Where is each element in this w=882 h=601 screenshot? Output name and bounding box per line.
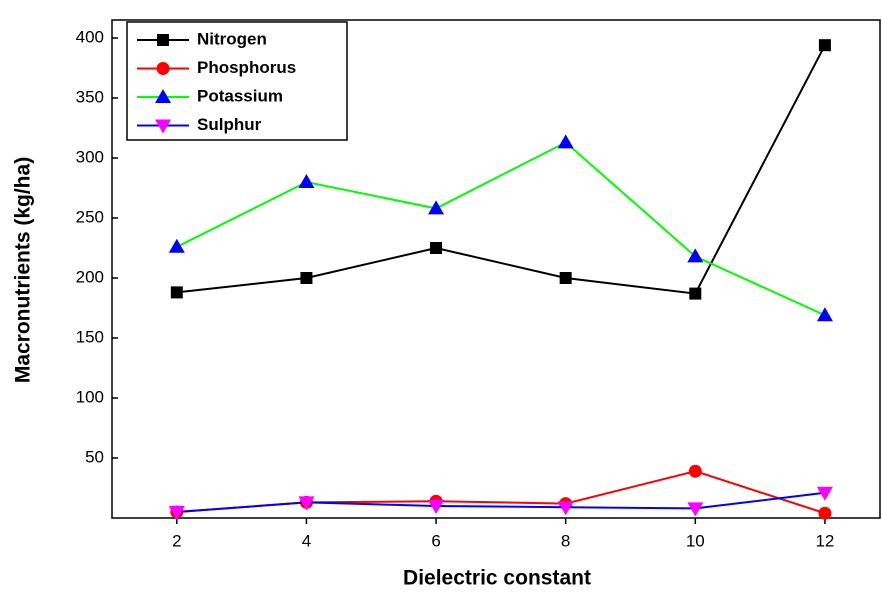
legend-label: Sulphur xyxy=(197,115,262,134)
marker xyxy=(168,506,185,520)
x-tick-label: 4 xyxy=(302,531,311,550)
x-tick-label: 2 xyxy=(172,531,181,550)
y-tick-label: 250 xyxy=(76,207,104,226)
marker xyxy=(559,272,572,284)
legend-label: Potassium xyxy=(197,86,283,105)
legend-marker xyxy=(155,89,171,103)
x-tick-label: 12 xyxy=(815,531,834,550)
y-tick-label: 150 xyxy=(76,327,104,346)
legend-marker xyxy=(155,119,171,134)
marker xyxy=(818,506,832,520)
marker xyxy=(428,200,445,215)
marker xyxy=(298,496,315,511)
x-tick-label: 6 xyxy=(431,531,440,550)
series-line xyxy=(176,141,826,317)
marker xyxy=(818,39,831,52)
marker xyxy=(557,501,574,516)
legend-label: Phosphorus xyxy=(197,58,296,77)
marker xyxy=(298,174,315,188)
marker xyxy=(430,242,443,254)
y-axis-label: Macronutrients (kg/ha) xyxy=(12,157,35,383)
plot-frame xyxy=(111,19,881,519)
x-tick-label: 8 xyxy=(561,531,570,550)
legend-label: Nitrogen xyxy=(197,29,267,48)
marker xyxy=(557,134,574,149)
y-tick-label: 300 xyxy=(76,147,104,166)
marker xyxy=(687,248,704,263)
marker xyxy=(170,286,183,299)
y-tick-label: 100 xyxy=(76,387,104,406)
marker xyxy=(816,307,833,322)
marker xyxy=(689,287,702,300)
marker xyxy=(687,502,704,517)
legend-marker xyxy=(156,62,170,75)
legend-marker xyxy=(157,34,169,46)
y-tick-label: 200 xyxy=(76,267,104,286)
y-tick-label: 350 xyxy=(76,87,104,106)
x-axis-label: Dielectric constant xyxy=(403,567,591,590)
marker xyxy=(168,238,185,253)
marker xyxy=(300,272,313,284)
y-tick-label: 50 xyxy=(85,447,104,466)
x-tick-label: 10 xyxy=(686,531,705,550)
marker xyxy=(428,500,445,514)
series-line xyxy=(176,44,826,295)
marker xyxy=(688,464,702,478)
series-line xyxy=(176,491,826,513)
y-tick-label: 400 xyxy=(76,27,104,46)
marker xyxy=(816,486,833,501)
